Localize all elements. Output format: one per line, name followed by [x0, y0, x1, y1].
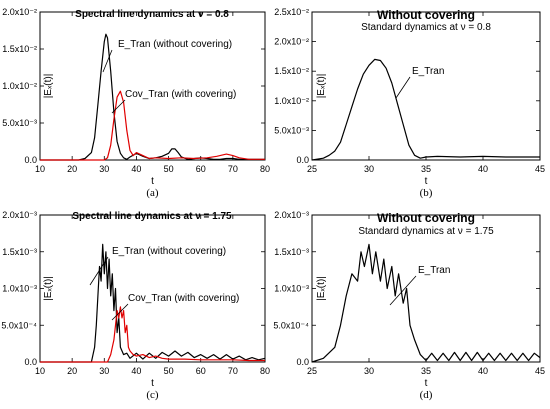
x-axis-label: t [425, 176, 428, 187]
series-line-2 [40, 90, 265, 161]
y-tick-label: 2.0x10⁻³ [2, 210, 37, 220]
chart-title: Without covering [377, 8, 475, 22]
chart-panel-3: 10 20 30 40 50 60 70 80 0.0 5.0x10⁻⁴ 1.0x10⁻³ 1.5x1… [1, 210, 270, 401]
chart-title: Spectral line dynamics at ν = 1.75 [72, 211, 232, 222]
y-axis-label: |Eₓ(t)| [43, 74, 54, 99]
x-tick-label: 20 [67, 164, 77, 174]
y-tick-label: 1.5x10⁻³ [274, 247, 309, 257]
x-tick-label: 80 [260, 164, 270, 174]
panel-label: (b) [420, 187, 433, 199]
y-tick-label: 0.0 [24, 357, 37, 367]
y-axis-label: |Eₓ(t)| [316, 74, 327, 99]
annotation-label: Cov_Tran (with covering) [128, 293, 239, 304]
annotation-leader [389, 275, 417, 306]
x-tick-label: 70 [228, 164, 238, 174]
y-tick-label: 1.0x10⁻² [274, 96, 309, 106]
y-tick-label: 0.0 [296, 155, 309, 165]
chart-title: Spectral line dynamics at ν = 0.8 [75, 9, 229, 20]
annotation-label: E_Tran [412, 66, 444, 77]
x-tick-label: 25 [307, 366, 317, 376]
chart-panel-2: 25 30 35 40 45 0.0 5.0x10⁻³ 1.0x10⁻² 1.5x10⁻² 2.0… [274, 7, 545, 199]
x-tick-label: 30 [99, 366, 109, 376]
x-tick-label: 25 [307, 164, 317, 174]
y-tick-label: 5.0x10⁻³ [2, 118, 37, 128]
x-tick-label: 40 [131, 164, 141, 174]
x-tick-label: 50 [164, 366, 174, 376]
panel-label: (c) [146, 389, 159, 401]
x-tick-label: 45 [535, 366, 545, 376]
y-tick-label: 0.0 [296, 357, 309, 367]
y-tick-label: 1.0x10⁻² [2, 81, 37, 91]
x-tick-label: 60 [196, 164, 206, 174]
y-tick-label: 2.5x10⁻² [274, 7, 309, 17]
y-axis-label: |Eₓ(t)| [43, 276, 54, 301]
x-axis-label: t [151, 176, 154, 187]
x-tick-label: 70 [228, 366, 238, 376]
chart-panel-4: 25 30 35 40 45 0.0 5.0x10⁻⁴ 1.0x10⁻³ 1.5x10⁻³ 2.0… [273, 210, 545, 401]
series-line-1 [40, 243, 266, 363]
x-axis-label: t [425, 378, 428, 389]
x-tick-label: 10 [35, 164, 45, 174]
y-tick-label: 1.5x10⁻³ [2, 247, 37, 257]
y-tick-label: 1.0x10⁻³ [274, 284, 309, 294]
panel-label: (d) [420, 389, 433, 401]
plot-frame [311, 214, 541, 363]
x-tick-label: 10 [35, 366, 45, 376]
y-tick-label: 5.0x10⁻⁴ [273, 320, 309, 330]
series-line-1 [311, 58, 540, 161]
panel-label: (a) [146, 187, 159, 199]
x-axis-label: t [151, 378, 154, 389]
x-tick-label: 40 [478, 366, 488, 376]
y-tick-label: 2.0x10⁻³ [274, 210, 309, 220]
x-tick-label: 45 [535, 164, 545, 174]
y-tick-label: 2.0x10⁻² [2, 7, 37, 17]
y-axis-label: |Eₓ(t)| [316, 276, 327, 301]
plot-frame [311, 11, 541, 161]
x-tick-label: 60 [196, 366, 206, 376]
annotation-leader [111, 99, 126, 114]
chart-subtitle: Standard dynamics at ν = 0.8 [361, 22, 491, 33]
annotation-label: Cov_Tran (with covering) [125, 89, 236, 100]
x-tick-label: 35 [421, 366, 431, 376]
x-tick-label: 40 [131, 366, 141, 376]
x-tick-label: 40 [478, 164, 488, 174]
x-tick-label: 80 [260, 366, 270, 376]
annotation-label: E_Tran [418, 265, 450, 276]
chart-subtitle: Standard dynamics at ν = 1.75 [358, 226, 494, 237]
x-tick-label: 30 [364, 164, 374, 174]
x-tick-label: 30 [99, 164, 109, 174]
series-line-1 [311, 243, 541, 363]
y-tick-label: 5.0x10⁻³ [274, 125, 309, 135]
annotation-leader [89, 256, 109, 286]
annotation-label: E_Tran (without covering) [118, 39, 232, 50]
chart-panel-1: 10 20 30 40 50 60 70 80 0.0 5.0x10⁻³ 1.0x10⁻² 1.5x1… [2, 7, 270, 199]
x-tick-label: 50 [164, 164, 174, 174]
annotation-leader [102, 49, 113, 73]
annotation-leader [395, 76, 411, 99]
y-tick-label: 5.0x10⁻⁴ [1, 320, 37, 330]
y-tick-label: 1.5x10⁻² [274, 66, 309, 76]
y-tick-label: 1.0x10⁻³ [2, 284, 37, 294]
plot-frame [39, 214, 266, 363]
y-tick-label: 2.0x10⁻² [274, 37, 309, 47]
annotation-leader [111, 303, 129, 321]
x-tick-label: 30 [364, 366, 374, 376]
y-tick-label: 1.5x10⁻² [2, 44, 37, 54]
y-tick-label: 0.0 [24, 155, 37, 165]
x-tick-label: 35 [421, 164, 431, 174]
plot-frame [39, 11, 266, 161]
chart-title: Without covering [377, 211, 475, 225]
x-tick-label: 20 [67, 366, 77, 376]
series-line-2 [40, 306, 265, 363]
annotation-label: E_Tran (without covering) [112, 246, 226, 257]
